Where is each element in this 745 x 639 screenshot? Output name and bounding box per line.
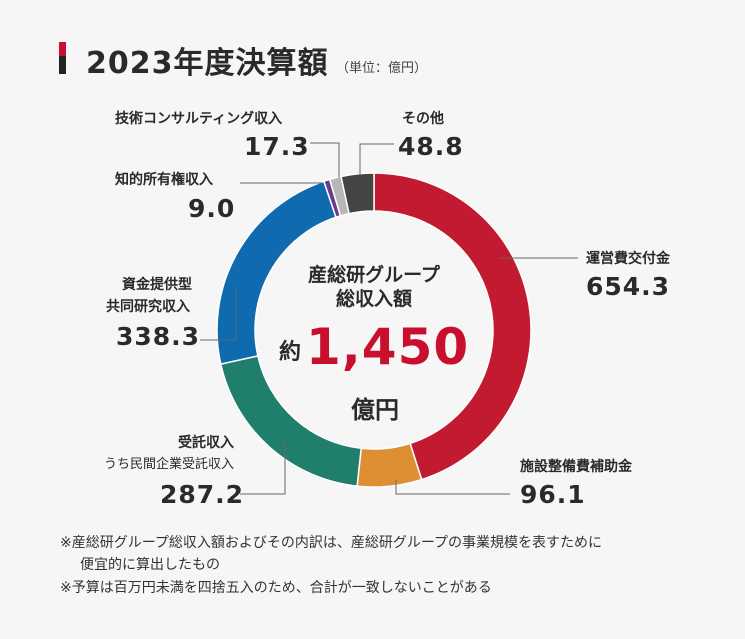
leader-lines: [200, 142, 578, 495]
title-accent-red: [59, 42, 66, 56]
center-unit: 億円: [351, 396, 399, 424]
value-joint-research: 338.3: [116, 322, 201, 351]
label-facility-subsidy: 施設整備費補助金: [520, 459, 632, 475]
label-joint-research-2: 共同研究収入: [106, 299, 190, 315]
center-total: 1,450: [306, 318, 470, 376]
value-ip-income: 9.0: [188, 194, 236, 223]
footnotes: ※産総研グループ総収入額およびその内訳は、産総研グループの事業規模を表すために …: [60, 532, 602, 599]
sublabel-contract-income: うち民間企業受託収入: [104, 457, 235, 472]
footnote-1: ※産総研グループ総収入額およびその内訳は、産総研グループの事業規模を表すために: [60, 535, 603, 551]
value-operating-grant: 654.3: [586, 272, 671, 301]
footnote-1-continued: 便宜的に算出したもの: [80, 557, 220, 574]
slice-other: [340, 172, 375, 215]
leader-contract-income: [240, 440, 286, 495]
value-consulting-income: 17.3: [244, 132, 310, 161]
center-line2: 総収入額: [335, 288, 412, 310]
label-operating-grant: 運営費交付金: [586, 251, 670, 267]
title-accent-black: [59, 56, 66, 74]
leader-consulting-income: [310, 142, 340, 178]
leader-other: [359, 143, 394, 175]
label-joint-research-1: 資金提供型: [122, 277, 192, 293]
leader-facility-subsidy: [395, 480, 510, 495]
value-facility-subsidy: 96.1: [520, 480, 586, 509]
center-approx: 約: [279, 340, 302, 365]
label-ip-income: 知的所有権収入: [115, 172, 213, 188]
slice-facility-subsidy: [356, 442, 423, 488]
label-consulting-income: 技術コンサルティング収入: [115, 111, 283, 127]
label-other: その他: [402, 111, 444, 127]
center-line1: 産総研グループ: [308, 264, 440, 286]
unit-label: （単位：億円）: [336, 61, 428, 76]
donut-slices: [216, 172, 532, 488]
value-contract-income: 287.2: [160, 480, 245, 509]
slice-operating-grant: [373, 172, 532, 481]
value-other: 48.8: [398, 132, 464, 161]
footnote-2: ※予算は百万円未満を四捨五入のため、合計が一致しないことがある: [60, 579, 492, 596]
leader-joint-research: [200, 286, 237, 341]
label-contract-income: 受託収入: [178, 435, 234, 451]
chart-title: 2023年度決算額: [86, 46, 329, 81]
